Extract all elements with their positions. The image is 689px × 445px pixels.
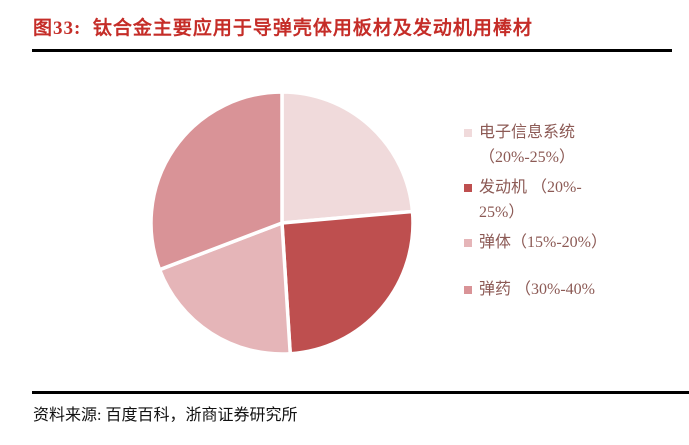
legend-label-line: 电子信息系统 xyxy=(479,124,576,141)
legend-label-ammunition: 弹药 （30%-40% xyxy=(479,277,595,302)
legend-marker-ammunition-swatch xyxy=(464,286,472,294)
legend-item-engine: 发动机 （20%- 25%） xyxy=(464,175,684,225)
title-rule xyxy=(32,49,672,52)
legend-marker-missile-body-swatch xyxy=(464,239,472,247)
pie-slice-2 xyxy=(280,209,415,356)
pie-chart xyxy=(149,90,415,356)
pie-slice-1 xyxy=(280,90,415,225)
legend-label-line: 弹药 （30%-40% xyxy=(479,281,595,298)
legend: 电子信息系统 （20%-25%） 发动机 （20%- 25%） 弹体（15%-2… xyxy=(464,120,684,307)
figure-title: 图33: 钛合金主要应用于导弹壳体用板材及发动机用棒材 xyxy=(33,18,533,39)
legend-item-ammunition: 弹药 （30%-40% xyxy=(464,277,684,302)
legend-label-engine: 发动机 （20%- 25%） xyxy=(479,175,582,225)
legend-label-line: 25%） xyxy=(479,204,525,221)
legend-label-line: 弹体（15%-20%） xyxy=(479,234,607,251)
legend-label-missile-body: 弹体（15%-20%） xyxy=(479,230,607,255)
legend-item-missile-body: 弹体（15%-20%） xyxy=(464,230,684,255)
pie-slice-4 xyxy=(149,90,284,272)
legend-marker-electronics-swatch xyxy=(464,129,472,137)
legend-label-line: （20%-25%） xyxy=(479,149,575,166)
legend-label-line: 发动机 （20%- xyxy=(479,179,582,196)
legend-label-electronics: 电子信息系统 （20%-25%） xyxy=(479,120,575,170)
pie-slice-3 xyxy=(157,221,292,356)
legend-item-electronics: 电子信息系统 （20%-25%） xyxy=(464,120,684,170)
legend-marker-engine-swatch xyxy=(464,184,472,192)
source-rule xyxy=(32,391,689,394)
source-text: 资料来源: 百度百科，浙商证券研究所 xyxy=(33,407,298,424)
